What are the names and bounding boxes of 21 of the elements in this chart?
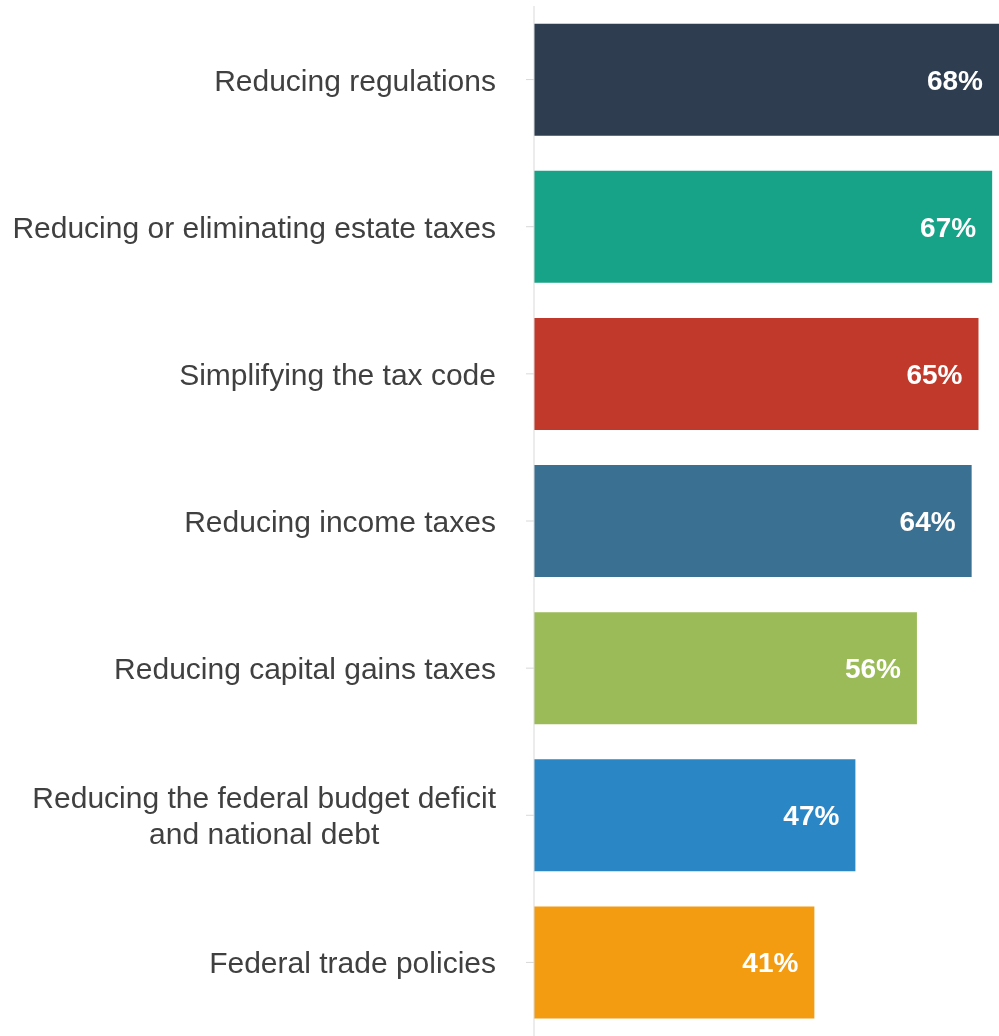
y-tick-label: Reducing income taxes [184, 504, 496, 538]
bar [534, 317, 979, 430]
bar [534, 612, 917, 725]
y-tick-label: Federal trade policies [209, 945, 497, 979]
bar [534, 465, 972, 578]
y-tick-label: Simplifying the tax code [179, 357, 497, 391]
y-tick-label: Reducing or eliminating estate taxes [12, 210, 496, 244]
data-label: 41% [742, 947, 799, 979]
y-tick-label: Reducing regulations [214, 63, 496, 97]
data-label: 67% [920, 211, 977, 243]
data-label: 47% [783, 800, 840, 832]
y-tick-label: Reducing capital gains taxes [114, 651, 496, 685]
bar [534, 23, 999, 136]
data-label: 56% [844, 653, 902, 685]
data-label: 68% [926, 64, 984, 96]
data-label: 65% [906, 358, 963, 390]
bar [534, 759, 856, 872]
bar [534, 170, 993, 283]
y-tick-label: Reducing the federal budget deficit and national debt [32, 780, 497, 850]
data-label: 64% [899, 506, 956, 538]
bar [534, 906, 815, 1019]
